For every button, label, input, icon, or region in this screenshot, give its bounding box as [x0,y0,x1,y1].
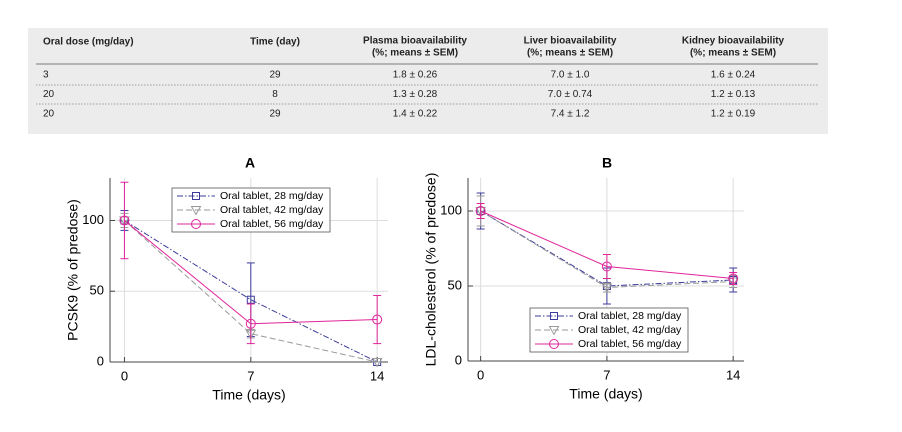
column-header: Oral dose (mg/day) [43,37,134,48]
column-header: (%; means ± SEM) [527,48,613,59]
legend-label: Oral tablet, 42 mg/day [220,204,324,216]
table-cell: 20 [43,89,55,100]
series-line [124,220,378,363]
column-header: Plasma bioavailability [363,36,467,47]
error-bar [602,254,611,279]
legend-label: Oral tablet, 28 mg/day [220,190,324,202]
marker [191,219,201,229]
x-tick-label: 14 [370,368,384,383]
legend: Oral tablet, 28 mg/day Oral tablet, 42 mg… [529,307,689,353]
table-cell: 8 [272,89,278,100]
x-tick-label: 7 [247,368,254,383]
x-tick-label: 14 [726,367,740,382]
y-tick-label: 100 [82,212,104,227]
marker [475,206,486,216]
marker [190,206,202,216]
table-cell: 29 [269,109,281,120]
error-bar [373,294,382,345]
chart: A 0 50 100 0 7 14 Time (days) PCSK9 (% of predos… [65,155,388,403]
legend-label: Oral tablet, 42 mg/day [578,324,682,336]
error-bar [246,303,255,345]
marker [246,295,255,304]
column-header: Kidney bioavailability [682,36,785,47]
x-tick-label: 0 [121,368,128,383]
marker [550,312,558,320]
marker [119,215,130,226]
column-header: Time (day) [250,37,300,48]
legend: Oral tablet, 28 mg/day Oral tablet, 42 mg… [171,187,331,233]
marker [601,261,612,272]
table-cell: 7.0 ± 1.0 [551,70,590,81]
marker [728,273,739,284]
x-tick-label: 0 [477,367,484,382]
error-bar [120,181,129,260]
table-cell: 3 [43,70,49,81]
marker [192,192,200,200]
column-header: Liver bioavailability [524,36,617,47]
chart: B 0 50 100 0 7 14 Time (days) LDL-cholesterol (%… [423,155,744,402]
y-axis-label: PCSK9 (% of predose) [65,199,81,341]
y-tick-label: 0 [97,353,104,368]
marker [372,314,383,325]
x-axis-label: Time (days) [569,386,642,402]
chart-title: B [602,155,612,171]
marker [549,339,559,349]
table-cell: 1.2 ± 0.13 [711,89,756,100]
legend-label: Oral tablet, 56 mg/day [220,218,324,230]
marker [245,318,256,329]
legend-label: Oral tablet, 28 mg/day [578,310,682,322]
table-background [28,28,828,134]
marker [601,283,613,294]
column-header: (%; means ± SEM) [690,48,776,59]
table-cell: 29 [269,70,281,81]
marker [548,326,560,336]
y-axis-label: LDL-cholesterol (% of predose) [423,173,439,367]
x-axis-label: Time (days) [212,387,285,403]
chart-title: A [245,155,255,171]
y-tick-label: 50 [448,277,462,292]
table-cell: 20 [43,109,55,120]
marker [371,358,383,368]
table-cell: 1.3 ± 0.28 [393,89,438,100]
table-cell: 1.2 ± 0.19 [711,109,756,120]
column-header: (%; means ± SEM) [372,48,458,59]
table-cell: 1.8 ± 0.26 [393,70,438,81]
series-line [124,220,378,363]
x-tick-label: 7 [603,367,610,382]
table-cell: 7.0 ± 0.74 [548,89,593,100]
table-cell: 7.4 ± 1.2 [551,109,590,120]
table-cell: 1.4 ± 0.22 [393,109,438,120]
legend-label: Oral tablet, 56 mg/day [578,338,682,350]
y-tick-label: 50 [90,283,104,298]
y-tick-label: 100 [440,202,462,217]
y-tick-label: 0 [455,352,462,367]
table-cell: 1.6 ± 0.24 [711,70,756,81]
